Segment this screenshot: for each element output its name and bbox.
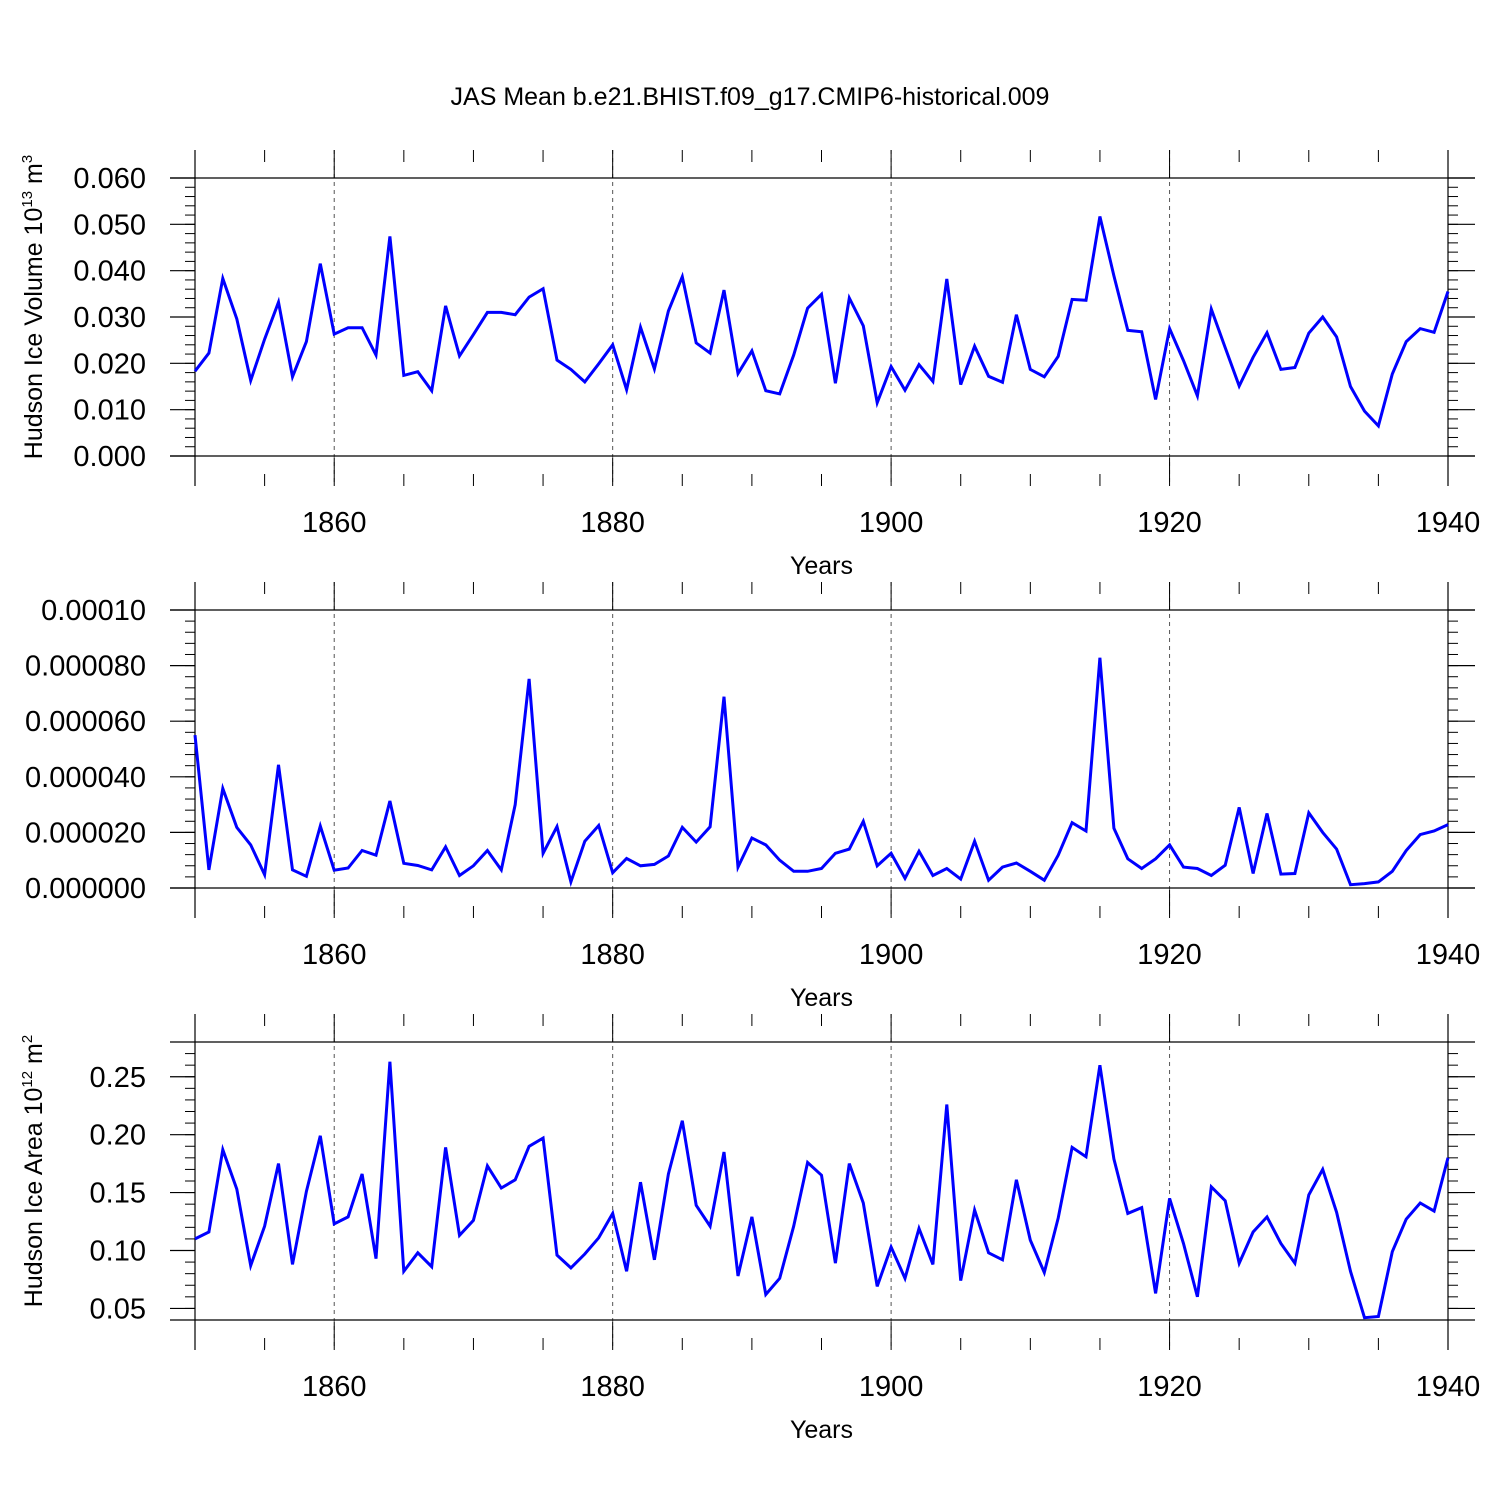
y-axis-label: Hudson Ice Volume 1013 m3 xyxy=(19,155,48,459)
x-tick-label: 1880 xyxy=(580,507,645,539)
y-tick-label: 0.10 xyxy=(90,1236,146,1268)
y-tick-label: 0.000040 xyxy=(25,762,146,794)
y-tick-label: 0.040 xyxy=(73,256,146,288)
x-tick-label: 1900 xyxy=(859,507,924,539)
y-tick-label: 0.020 xyxy=(73,348,146,380)
y-tick-label: 0.25 xyxy=(90,1062,146,1094)
y-axis-label: Hudson Ice Area 1012 m2 xyxy=(19,1035,48,1307)
x-tick-label: 1940 xyxy=(1416,1371,1481,1403)
y-tick-label: 0.000060 xyxy=(25,706,146,738)
x-tick-label: 1860 xyxy=(302,1371,367,1403)
y-tick-label: 0.000 xyxy=(73,441,146,473)
y-tick-label: 0.000080 xyxy=(25,651,146,683)
x-axis-label: Years xyxy=(790,984,853,1012)
series-line-middle xyxy=(193,657,1449,888)
x-tick-label: 1920 xyxy=(1137,939,1202,971)
y-tick-label: 0.00010 xyxy=(41,595,146,627)
y-tick-label: 0.060 xyxy=(73,163,146,195)
x-tick-label: 1880 xyxy=(580,1371,645,1403)
x-tick-label: 1880 xyxy=(580,939,645,971)
x-tick-label: 1920 xyxy=(1137,507,1202,539)
x-tick-label: 1920 xyxy=(1137,1371,1202,1403)
panel-area: 0.05 0.10 0.15 0.20 0.25 1860 1880 1900 1920 1940… xyxy=(19,1014,1480,1444)
x-axis-label: Years xyxy=(790,1416,853,1444)
y-tick-label: 0.000000 xyxy=(25,873,146,905)
figure-title: JAS Mean b.e21.BHIST.f09_g17.CMIP6-histo… xyxy=(451,83,1050,111)
series-line-area xyxy=(194,1061,1450,1320)
panel-volume: 0.000 0.010 0.020 0.030 0.040 0.050 0.060 1860 1… xyxy=(19,150,1480,580)
y-tick-label: 0.20 xyxy=(90,1120,146,1152)
y-tick-label: 0.010 xyxy=(73,395,146,427)
y-tick-label: 0.05 xyxy=(90,1293,146,1325)
y-tick-label: 0.15 xyxy=(90,1178,146,1210)
panels: 0.000 0.010 0.020 0.030 0.040 0.050 0.060 1860 1… xyxy=(19,150,1480,1444)
x-tick-label: 1860 xyxy=(302,939,367,971)
y-tick-label: 0.030 xyxy=(73,302,146,334)
x-tick-label: 1940 xyxy=(1416,939,1481,971)
y-tick-label: 0.000020 xyxy=(25,817,146,849)
y-tick-label: 0.050 xyxy=(73,209,146,241)
panel-middle: 0.000000 0.000020 0.000040 0.000060 0.000080… xyxy=(25,582,1480,1012)
series-line-volume xyxy=(193,216,1450,429)
x-tick-label: 1900 xyxy=(859,939,924,971)
x-axis-label: Years xyxy=(790,552,853,580)
x-tick-label: 1900 xyxy=(859,1371,924,1403)
x-tick-label: 1940 xyxy=(1416,507,1481,539)
x-tick-label: 1860 xyxy=(302,507,367,539)
